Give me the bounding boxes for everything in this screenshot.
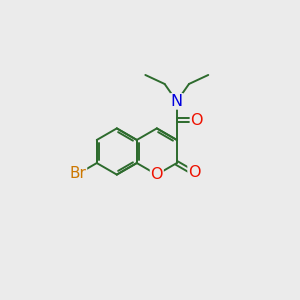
Text: O: O xyxy=(151,167,163,182)
Text: O: O xyxy=(188,165,201,180)
Text: Br: Br xyxy=(70,166,86,181)
Text: N: N xyxy=(171,94,183,109)
Text: O: O xyxy=(190,113,203,128)
